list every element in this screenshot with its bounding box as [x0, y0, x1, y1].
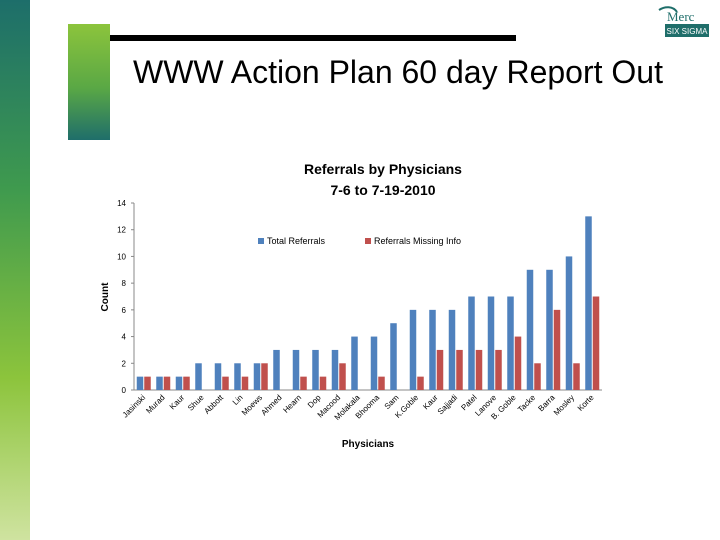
bar-total-referrals	[507, 296, 514, 390]
y-axis-label: Count	[100, 282, 111, 312]
bar-total-referrals	[214, 363, 222, 390]
x-tick-label: Abbott	[202, 393, 225, 416]
y-tick-label: 0	[122, 386, 127, 395]
logo-swoosh-icon	[658, 6, 678, 13]
y-tick-label: 6	[122, 306, 127, 315]
y-tick-label: 8	[122, 279, 127, 288]
chart-legend: Total Referrals Referrals Missing Info	[258, 236, 461, 246]
x-tick-label: Moews	[240, 393, 264, 417]
x-tick-label: Tacke	[516, 393, 538, 415]
y-tick-label: 10	[117, 252, 126, 261]
bar-referrals-missing-info	[553, 309, 561, 390]
bar-total-referrals	[526, 269, 534, 390]
bar-referrals-missing-info	[534, 363, 541, 390]
bar-referrals-missing-info	[163, 376, 171, 390]
bar-referrals-missing-info	[183, 376, 190, 390]
y-tick-label: 2	[122, 359, 127, 368]
bar-referrals-missing-info	[222, 376, 229, 390]
x-tick-label: Korte	[576, 393, 596, 413]
bar-total-referrals	[156, 376, 163, 390]
bar-total-referrals	[429, 309, 436, 390]
bar-total-referrals	[175, 376, 183, 390]
bar-total-referrals	[253, 363, 261, 390]
bar-total-referrals	[409, 309, 417, 390]
logo-text-bottom: SIX SIGMA	[667, 27, 709, 36]
x-tick-label: Hearn	[281, 393, 303, 415]
bar-referrals-missing-info	[592, 296, 600, 390]
six-sigma-logo: Merc SIX SIGMA	[658, 6, 709, 37]
x-tick-label: Murad	[144, 393, 166, 415]
legend-swatch	[365, 238, 371, 244]
chart-title: Referrals by Physicians	[304, 161, 462, 177]
referrals-chart: Referrals by Physicians 7-6 to 7-19-2010…	[100, 161, 602, 450]
bar-total-referrals	[195, 363, 202, 390]
bar-referrals-missing-info	[436, 349, 444, 390]
bar-referrals-missing-info	[495, 349, 502, 390]
bar-referrals-missing-info	[573, 363, 580, 390]
slide-title: WWW Action Plan 60 day Report Out	[133, 54, 663, 90]
x-axis-label: Physicians	[342, 439, 395, 450]
left-gradient-bar	[0, 0, 30, 540]
bar-total-referrals	[312, 349, 319, 390]
bar-referrals-missing-info	[241, 376, 249, 390]
y-tick-label: 4	[122, 333, 127, 342]
bar-referrals-missing-info	[300, 376, 307, 390]
legend-swatch	[258, 238, 264, 244]
bar-referrals-missing-info	[475, 349, 483, 390]
legend-label: Referrals Missing Info	[374, 236, 461, 246]
x-tick-label: Ahmed	[259, 393, 283, 417]
bar-referrals-missing-info	[261, 363, 268, 390]
bar-total-referrals	[487, 296, 495, 390]
bar-referrals-missing-info	[339, 363, 346, 390]
bar-referrals-missing-info	[456, 349, 463, 390]
x-tick-label: Kaur	[168, 393, 187, 412]
bar-total-referrals	[331, 349, 339, 390]
bar-total-referrals	[273, 349, 280, 390]
title-accent-block	[68, 24, 110, 140]
bar-referrals-missing-info	[378, 376, 385, 390]
title-rule	[110, 35, 516, 41]
bar-referrals-missing-info	[319, 376, 327, 390]
x-tick-label: Jasinski	[121, 393, 148, 420]
y-tick-label: 14	[117, 199, 126, 208]
bar-total-referrals	[136, 376, 144, 390]
x-tick-label: Mosley	[552, 393, 576, 417]
bar-total-referrals	[585, 216, 592, 390]
bar-total-referrals	[370, 336, 378, 390]
bar-referrals-missing-info	[417, 376, 424, 390]
y-tick-labels: 0 2 4 6 8 10 12 14	[117, 199, 126, 395]
bar-total-referrals	[292, 349, 300, 390]
chart-subtitle: 7-6 to 7-19-2010	[330, 182, 435, 198]
bar-referrals-missing-info	[514, 336, 522, 390]
chart-axes	[131, 202, 602, 391]
bar-total-referrals	[546, 269, 553, 390]
bar-total-referrals	[351, 336, 358, 390]
x-tick-label: Sajjadi	[436, 393, 460, 417]
legend-label: Total Referrals	[267, 236, 326, 246]
bar-total-referrals	[234, 363, 241, 390]
x-tick-label: Lin	[231, 393, 245, 407]
bar-total-referrals	[448, 309, 456, 390]
bar-total-referrals	[565, 256, 573, 390]
logo-text-top: Merc	[667, 9, 695, 24]
bar-referrals-missing-info	[144, 376, 151, 390]
logo-band	[665, 24, 709, 37]
y-tick-label: 12	[117, 226, 126, 235]
bar-total-referrals	[390, 323, 397, 390]
chart-bars	[136, 216, 600, 390]
bar-total-referrals	[468, 296, 475, 390]
